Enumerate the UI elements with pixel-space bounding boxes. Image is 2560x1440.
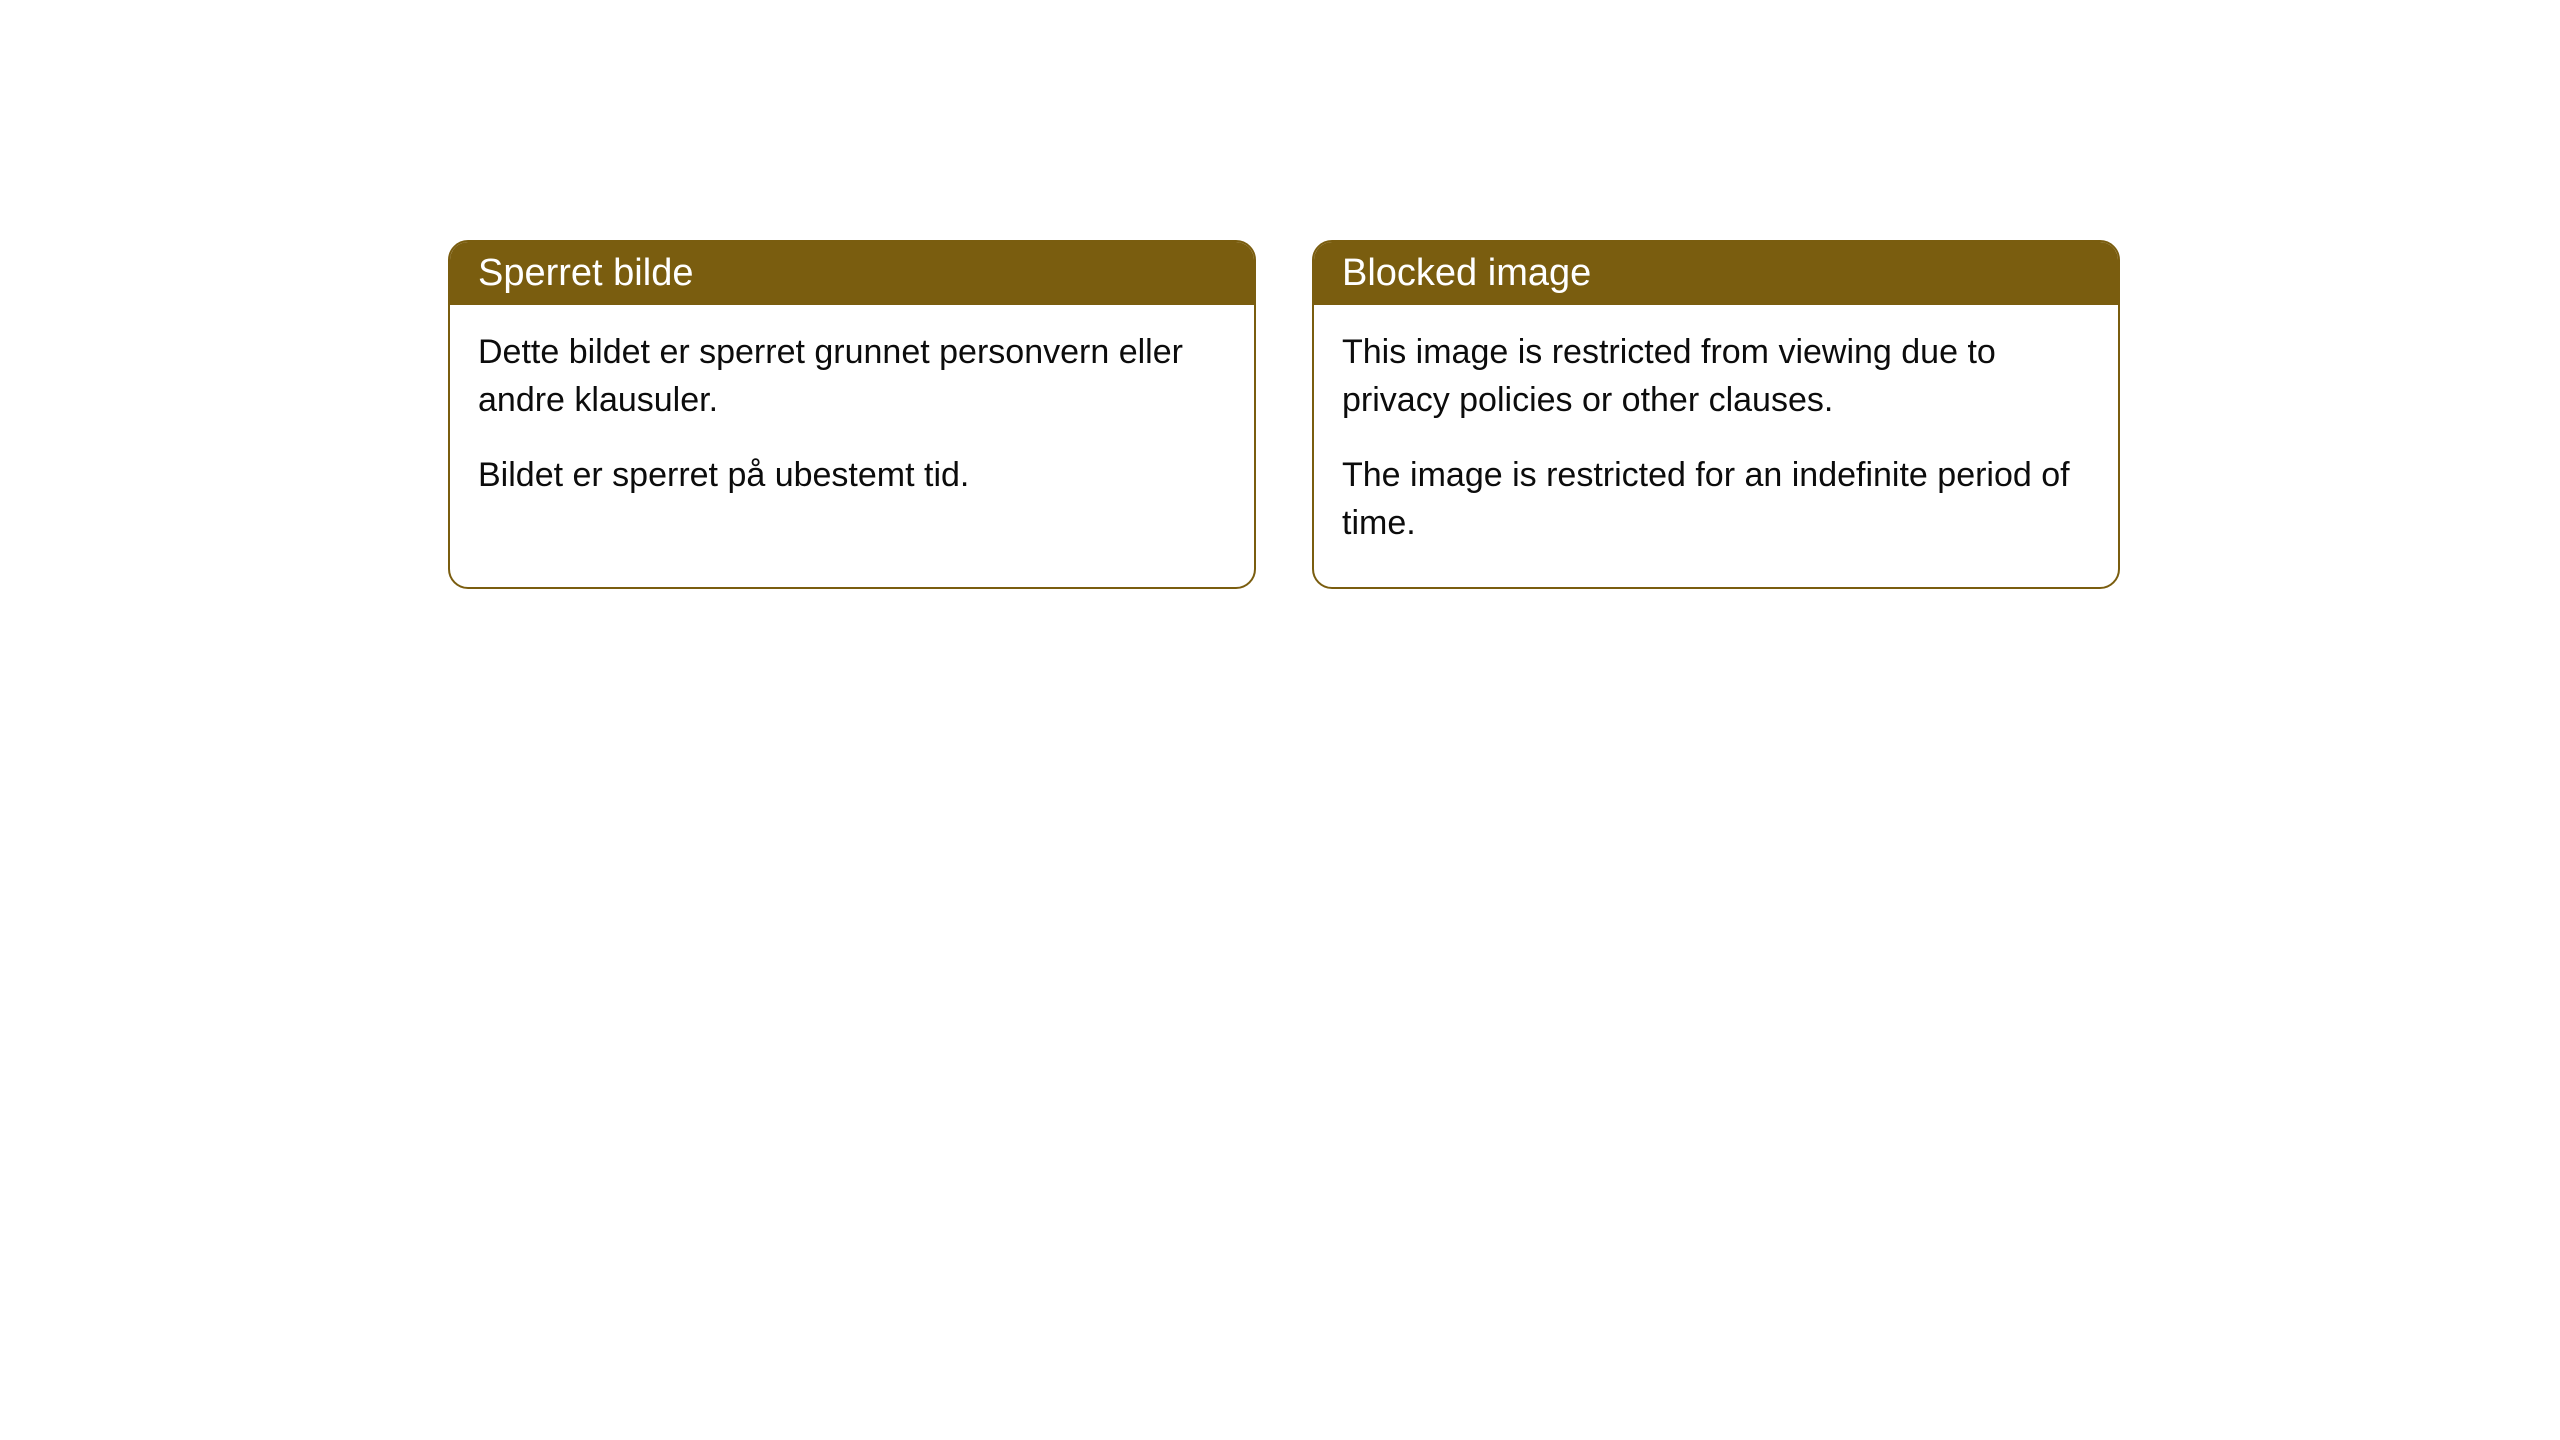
notice-container: Sperret bilde Dette bildet er sperret gr… [448,240,2120,589]
notice-card-norwegian: Sperret bilde Dette bildet er sperret gr… [448,240,1256,589]
notice-paragraph-1-norwegian: Dette bildet er sperret grunnet personve… [478,329,1226,424]
notice-body-english: This image is restricted from viewing du… [1314,305,2118,587]
notice-body-norwegian: Dette bildet er sperret grunnet personve… [450,305,1254,540]
notice-title-norwegian: Sperret bilde [450,242,1254,305]
notice-card-english: Blocked image This image is restricted f… [1312,240,2120,589]
notice-paragraph-1-english: This image is restricted from viewing du… [1342,329,2090,424]
notice-title-english: Blocked image [1314,242,2118,305]
notice-paragraph-2-english: The image is restricted for an indefinit… [1342,452,2090,547]
notice-paragraph-2-norwegian: Bildet er sperret på ubestemt tid. [478,452,1226,500]
